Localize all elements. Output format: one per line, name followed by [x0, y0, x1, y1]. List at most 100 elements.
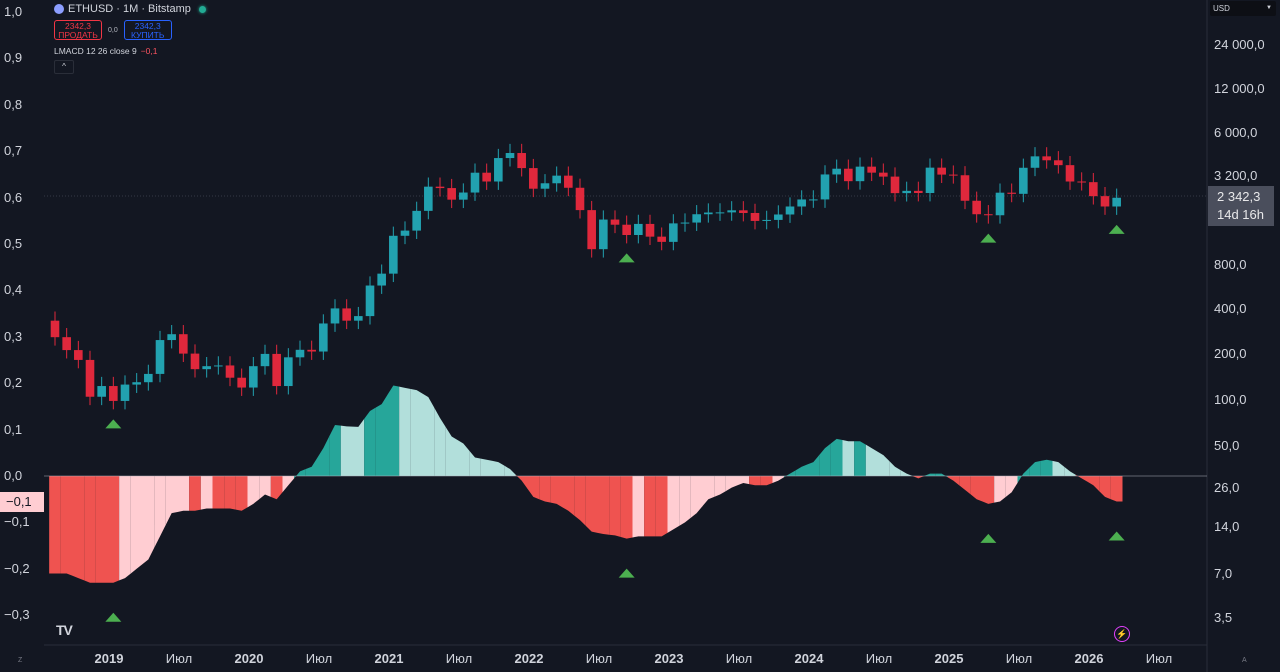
candle: [85, 350, 95, 406]
candle-body: [575, 187, 585, 211]
candle: [74, 340, 83, 369]
lmacd-bar: [445, 427, 458, 476]
candle-body: [529, 168, 538, 189]
lmacd-bar: [889, 460, 901, 476]
candle: [1065, 155, 1075, 190]
candle-body: [284, 357, 293, 387]
lmacd-bar: [60, 476, 73, 576]
candle: [505, 143, 515, 167]
lmacd-bar: [632, 476, 645, 538]
candle: [179, 325, 188, 362]
candle-body: [482, 172, 491, 182]
lmacd-bar: [247, 476, 260, 508]
candle: [330, 299, 340, 332]
candle-body: [984, 214, 993, 216]
candle-body: [739, 210, 748, 213]
symbol-title[interactable]: ETHUSD · 1M · Bitstamp: [68, 3, 191, 15]
candle: [890, 167, 900, 202]
candle-body: [832, 168, 841, 175]
lmacd-bar: [422, 393, 435, 476]
candle-body: [214, 365, 223, 367]
left-axis-label: −0,3: [4, 607, 30, 623]
time-axis-label: 2023: [654, 651, 684, 666]
candle: [704, 203, 713, 223]
buy-button[interactable]: 2342,3 КУПИТЬ: [123, 20, 172, 40]
candle-body: [1112, 197, 1121, 207]
candle-body: [960, 175, 970, 201]
lmacd-histogram: [44, 385, 1207, 583]
lmacd-bar: [399, 386, 411, 476]
signals: [105, 224, 1125, 622]
lmacd-bar: [679, 476, 691, 526]
candle: [214, 356, 223, 375]
candle: [50, 311, 60, 346]
candle: [237, 368, 246, 396]
candle-body: [424, 186, 433, 211]
candle-body: [400, 230, 410, 236]
candle: [202, 357, 211, 378]
candle-body: [202, 366, 211, 370]
candle-body: [645, 223, 655, 237]
indicator-signal-arrow-icon: [105, 612, 122, 622]
candle: [540, 174, 550, 198]
lmacd-bar: [1064, 466, 1076, 476]
candle-body: [610, 219, 620, 225]
sell-button[interactable]: 2342,3 ПРОДАТЬ: [54, 20, 102, 40]
candle-body: [97, 386, 106, 397]
lmacd-bar: [130, 476, 143, 574]
left-axis-label: 0,2: [4, 375, 23, 391]
lightning-icon[interactable]: ⚡: [1114, 626, 1130, 642]
lmacd-bar: [982, 476, 995, 504]
candle-body: [785, 206, 795, 215]
candle: [645, 214, 655, 246]
candle-body: [377, 273, 386, 286]
candle-body: [949, 174, 958, 176]
candle: [937, 158, 946, 184]
left-axis-label: 0,6: [4, 189, 23, 205]
lmacd-bar: [667, 476, 680, 533]
candle: [144, 364, 153, 391]
lmacd-bar: [212, 476, 225, 509]
candle-body: [517, 153, 526, 169]
currency-select[interactable]: USD ▼: [1210, 1, 1276, 16]
indicator-legend[interactable]: LMACD 12 26 close 9 −0,1: [54, 46, 206, 56]
candle: [1054, 151, 1063, 174]
candle: [470, 163, 480, 201]
lmacd-bar: [480, 458, 493, 476]
lmacd-bar: [1005, 476, 1018, 497]
corner-left[interactable]: Z: [18, 657, 23, 664]
candle: [610, 210, 620, 234]
candle-body: [155, 340, 165, 374]
candle-body: [260, 353, 270, 367]
right-axis-label: 3 200,0: [1214, 168, 1258, 183]
chart-legend: ETHUSD · 1M · Bitstamp 2342,3 ПРОДАТЬ 0,0…: [54, 2, 206, 74]
candle: [494, 148, 503, 190]
lmacd-bar: [760, 476, 773, 486]
candle-body: [1054, 160, 1063, 166]
candle-body: [447, 188, 456, 200]
candle: [342, 299, 351, 330]
corner-right[interactable]: A: [1242, 657, 1247, 664]
candle-body: [237, 377, 246, 388]
candle: [855, 157, 865, 190]
candle-body: [132, 382, 141, 385]
candle: [447, 178, 456, 209]
left-axis-label: −0,2: [4, 560, 30, 576]
candle: [925, 158, 935, 202]
right-axis-label: 100,0: [1214, 392, 1247, 407]
candle: [412, 201, 421, 239]
candle: [249, 357, 258, 396]
candle-body: [389, 235, 398, 274]
collapse-legend-button[interactable]: ^: [54, 60, 74, 74]
lmacd-bar: [270, 476, 283, 500]
candle-body: [167, 334, 176, 341]
candle-body: [855, 166, 865, 182]
candle: [669, 214, 678, 251]
lmacd-bar: [655, 476, 668, 537]
market-status-icon: [198, 5, 206, 13]
tradingview-logo[interactable]: TV: [56, 622, 73, 638]
time-axis-label: 2019: [94, 651, 124, 666]
left-axis-label: 0,9: [4, 50, 23, 66]
lmacd-bar: [154, 476, 166, 548]
